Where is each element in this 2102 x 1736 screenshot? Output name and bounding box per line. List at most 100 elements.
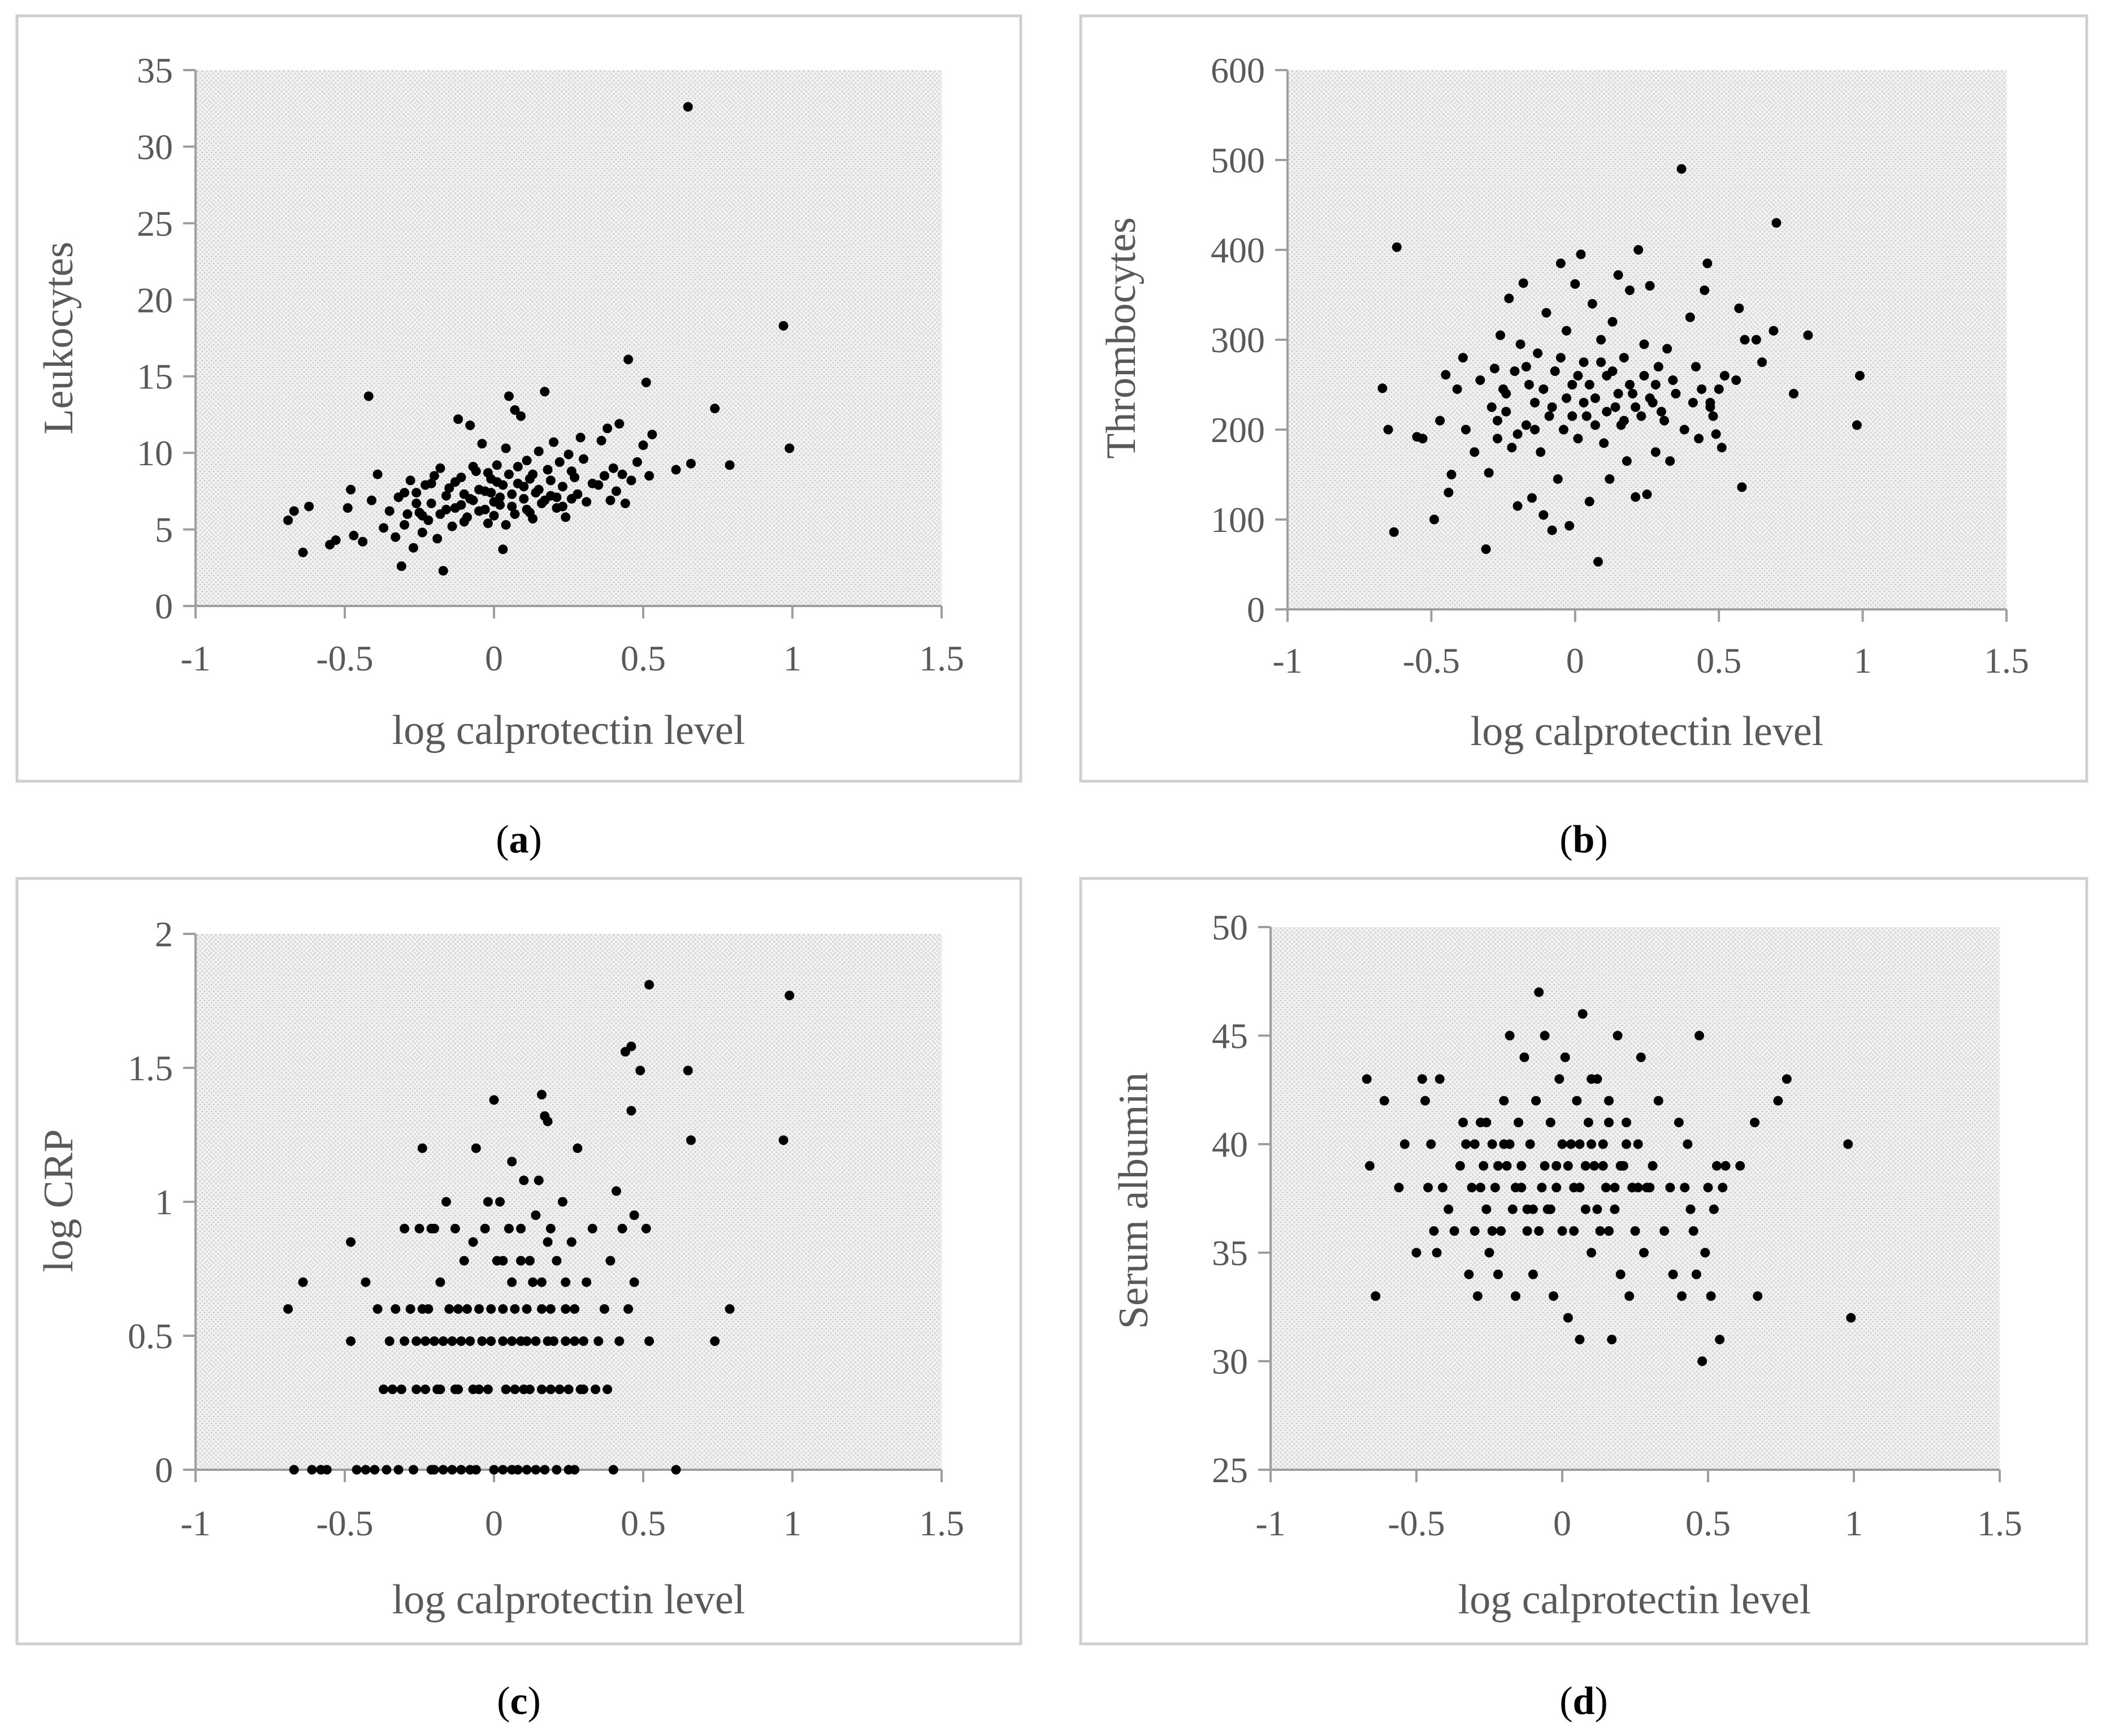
panel-c-data-point [635,1066,645,1076]
panel-d-data-point [1583,1118,1593,1128]
panel-a-data-point [549,437,559,447]
panel-d-data-point [1633,1139,1643,1149]
panel-d-data-point [1379,1096,1389,1106]
panel-a-data-point [501,519,511,530]
panel-a-data-point [686,458,696,469]
panel-a-data-point [465,420,475,430]
panel-a-points [283,102,795,576]
panel-d-data-point [1551,1183,1562,1193]
panel-c-data-point [489,1095,499,1105]
panel-c-plot-area [196,934,942,1470]
panel-c-data-point [495,1197,505,1207]
panel-d-data-point [1720,1161,1731,1171]
panel-d-data-point [1540,1031,1550,1041]
panel-a-axes: 0 5 10 15 20 25 30 35 -1 -0.5 0 0.5 1 1.5 [137,50,964,678]
panel-d-data-point [1604,1226,1614,1236]
panel-d-data-point [1627,1183,1637,1193]
panel-c-data-point [531,1336,541,1346]
panel-a-data-point [513,462,523,472]
panel-a-data-point [501,443,511,453]
panel-c-data-point [608,1465,618,1475]
panel-d-data-point [1598,1139,1608,1149]
panel-a-data-point [573,489,583,499]
panel-c-data-point [507,1336,517,1346]
panel-b-data-point [1708,411,1718,421]
panel-d-data-point [1615,1269,1626,1279]
panel-d-data-point [1423,1183,1433,1193]
panel-d-data-point [1399,1139,1410,1149]
panel-b-y-tick-label: 200 [1211,410,1265,450]
panel-b-data-point [1855,371,1865,381]
panel-d-data-point [1472,1291,1483,1301]
panel-c-data-point [582,1277,592,1287]
panel-d-data-point [1510,1183,1520,1193]
panel-b-data-point [1685,312,1695,322]
panel-b-data-point [1619,415,1629,426]
panel-d-data-point [1622,1118,1632,1128]
panel-c-data-point [382,1465,392,1475]
panel-a-data-point [519,493,529,504]
panel-c-data-point [540,1111,550,1121]
panel-b-data-point [1562,393,1572,403]
panel-c-data-point [447,1465,457,1475]
panel-a-data-point [578,454,588,464]
panel-c-data-point [450,1223,460,1233]
panel-c-data-point [516,1336,526,1346]
panel-d-data-point [1587,1139,1597,1149]
panel-c-data-point [507,1157,517,1167]
panel-d-data-point [1648,1161,1658,1171]
panel-c-data-point [408,1465,418,1475]
panel-d-data-point [1490,1183,1500,1193]
panel-c-data-point [456,1465,466,1475]
panel-c-data-point [429,1465,439,1475]
panel-c-data-point [561,1336,571,1346]
panel-b-data-point [1558,425,1568,435]
panel-c-data-point [785,990,795,1001]
panel-b-data-point [1458,353,1468,363]
panel-a-data-point [450,503,460,513]
panel-a-x-axis-title: log calprotectin level [392,707,746,754]
panel-b-data-point [1492,415,1502,426]
panel-a-data-point [405,475,415,486]
panel-d-data-point [1434,1074,1445,1084]
panel-d-x-tick-label: -1 [1255,1503,1285,1543]
panel-d-data-point [1437,1183,1447,1193]
panel-c-data-point [611,1186,621,1196]
panel-c-data-point [536,1304,547,1314]
panel-b-data-point [1740,335,1750,345]
panel-d-data-point [1540,1161,1550,1171]
panel-c-data-point [421,1336,431,1346]
panel-a-data-point [444,483,454,493]
panel-d-data-point [1709,1204,1719,1214]
panel-d-data-point [1711,1161,1722,1171]
panel-b-data-point [1527,493,1537,503]
panel-c-data-point [421,1384,431,1395]
panel-b-data-point [1475,375,1485,386]
panel-a-data-point [725,460,735,470]
panel-a-data-point [402,509,413,519]
panel-b-data-point [1737,482,1747,492]
panel-b-data-point [1584,380,1594,389]
panel-d-data-point [1589,1161,1600,1171]
panel-a-data-point [289,506,299,516]
panel-c-data-point [483,1197,493,1207]
panel-b-data-point [1676,164,1687,174]
panel-a-y-tick-label: 0 [155,586,173,626]
panel-a-data-point [331,535,341,546]
panel-b-data-point [1751,335,1761,345]
panel-c-data-point [629,1277,639,1287]
panel-a-x-tick-label: -0.5 [316,638,373,678]
panel-a-data-point [778,321,788,331]
panel-a-y-axis-title: Leukocytes [36,241,82,434]
panel-d-data-point [1587,1074,1597,1084]
panel-b-y-tick-label: 400 [1211,230,1265,270]
panel-d-data-point [1718,1183,1728,1193]
panel-a-data-point [426,478,436,488]
panel-d-data-point [1432,1248,1442,1258]
panel-a-x-tick-label: -1 [180,638,210,678]
panel-d-data-point [1639,1248,1649,1258]
panel-a-data-point [564,449,574,460]
panel-d-data-point [1545,1204,1555,1214]
panel-d-data-point [1476,1183,1486,1193]
panel-b-data-point [1645,393,1655,403]
